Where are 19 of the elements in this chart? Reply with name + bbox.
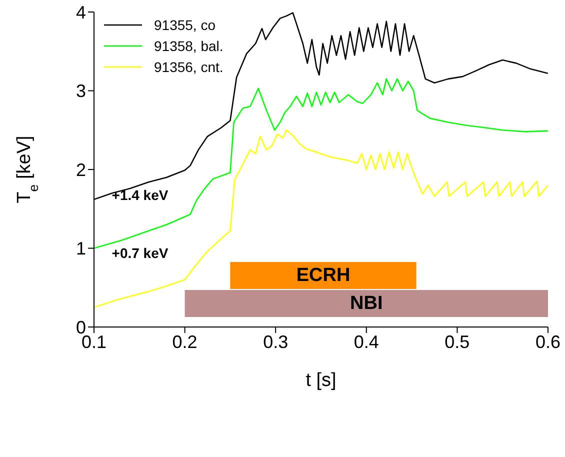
band-label: NBI bbox=[350, 293, 383, 314]
line-series bbox=[94, 78, 548, 249]
x-tick-label: 0.6 bbox=[535, 332, 561, 352]
annotation: +0.7 keV bbox=[112, 245, 169, 261]
y-tick-label: 3 bbox=[76, 81, 86, 102]
legend-label: 91358, bal. bbox=[154, 38, 224, 54]
x-tick-label: 0.4 bbox=[354, 332, 379, 352]
y-tick-label: 4 bbox=[76, 2, 86, 22]
legend-label: 91355, co bbox=[154, 16, 216, 32]
x-axis-title: t [s] bbox=[306, 370, 336, 391]
x-tick-label: 0.2 bbox=[172, 332, 198, 352]
annotation: +1.4 keV bbox=[112, 187, 169, 203]
y-tick-label: 1 bbox=[76, 238, 86, 259]
x-tick-label: 0.3 bbox=[263, 332, 288, 352]
x-tick-label: 0.5 bbox=[444, 332, 470, 352]
band-label: ECRH bbox=[296, 265, 350, 286]
line-series bbox=[94, 129, 548, 308]
y-tick-label: 2 bbox=[76, 160, 86, 180]
legend-label: 91356, cnt. bbox=[154, 58, 224, 74]
